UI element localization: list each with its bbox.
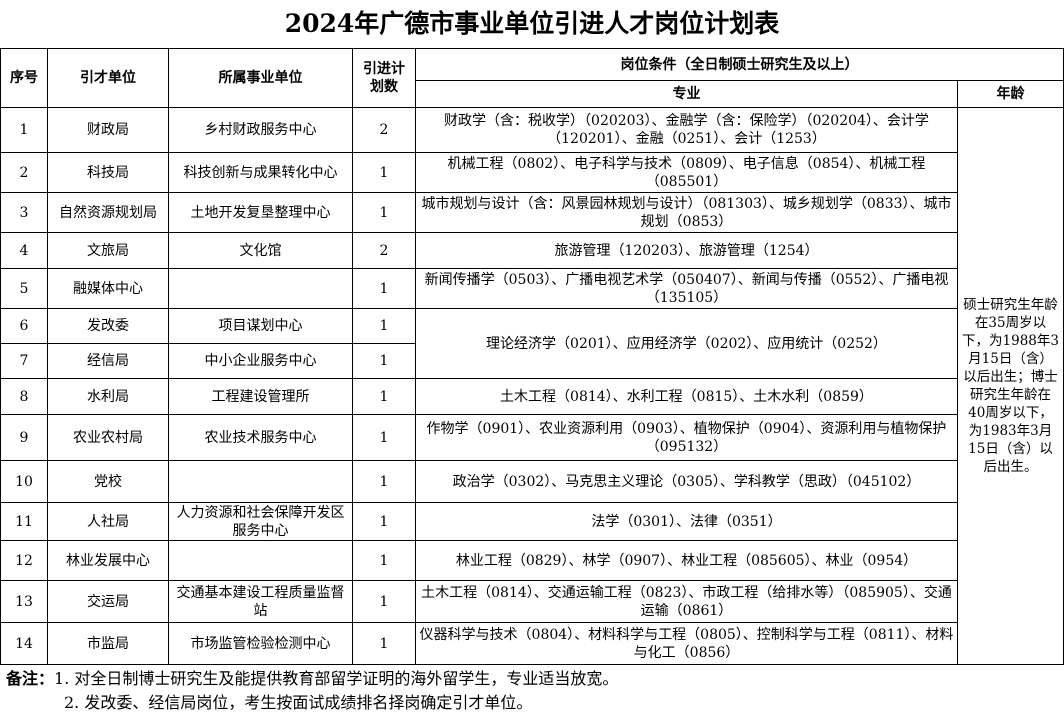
cell-major: 仪器科学与技术（0804）、材料科学与工程（0805）、控制科学与工程（0811… bbox=[415, 622, 958, 665]
cell-seq: 13 bbox=[0, 580, 48, 623]
cell-seq: 8 bbox=[0, 378, 48, 415]
cell-count: 1 bbox=[352, 460, 416, 503]
cell-major: 机械工程（0802）、电子科学与技术（0809）、电子信息（0854）、机械工程… bbox=[415, 152, 958, 193]
cell-major: 土木工程（0814）、交通运输工程（0823）、市政工程（给排水等）（08590… bbox=[415, 580, 958, 623]
note-1: 1. 对全日制博士研究生及能提供教育部留学证明的海外留学生，专业适当放宽。 bbox=[54, 669, 619, 688]
cell-unit: 自然资源规划局 bbox=[47, 192, 169, 233]
cell-major: 旅游管理（120203）、旅游管理（1254） bbox=[415, 232, 958, 269]
cell-seq: 3 bbox=[0, 192, 48, 233]
cell-seq: 12 bbox=[0, 540, 48, 581]
cell-seq: 4 bbox=[0, 232, 48, 269]
cell-unit: 融媒体中心 bbox=[47, 268, 169, 309]
table-row: 5 融媒体中心 1 新闻传播学（0503）、广播电视艺术学（050407）、新闻与传播… bbox=[0, 268, 1064, 309]
cell-major: 理论经济学（0201）、应用经济学（0202）、应用统计（0252） bbox=[415, 308, 958, 379]
cell-unit: 林业发展中心 bbox=[47, 540, 169, 581]
cell-count: 2 bbox=[352, 107, 416, 153]
header-conditions: 岗位条件（全日制硕士研究生及以上） bbox=[415, 48, 1064, 81]
cell-major: 新闻传播学（0503）、广播电视艺术学（050407）、新闻与传播（0552）、… bbox=[415, 268, 958, 309]
cell-major: 林业工程（0829）、林学（0907）、林业工程（085605）、林业（0954… bbox=[415, 540, 958, 581]
cell-seq: 11 bbox=[0, 502, 48, 541]
cell-count: 1 bbox=[352, 414, 416, 461]
page-title: 2024年广德市事业单位引进人才岗位计划表 bbox=[284, 9, 780, 38]
cell-affiliated: 乡村财政服务中心 bbox=[168, 107, 353, 153]
cell-seq: 7 bbox=[0, 343, 48, 379]
cell-unit: 党校 bbox=[47, 460, 169, 503]
cell-affiliated: 人力资源和社会保障开发区服务中心 bbox=[168, 502, 353, 541]
cell-unit: 文旅局 bbox=[47, 232, 169, 269]
table-row: 9 农业农村局 农业技术服务中心 1 作物学（0901）、农业资源利用（0903）、植物… bbox=[0, 414, 1064, 461]
cell-count: 1 bbox=[352, 152, 416, 193]
notes-label: 备注： bbox=[6, 669, 55, 688]
table-row: 10 党校 1 政治学（0302）、马克思主义理论（0305）、学科教学（思政）（04… bbox=[0, 460, 1064, 503]
cell-affiliated: 农业技术服务中心 bbox=[168, 414, 353, 461]
cell-unit: 科技局 bbox=[47, 152, 169, 193]
table-row: 2 科技局 科技创新与成果转化中心 1 机械工程（0802）、电子科学与技术（0809）… bbox=[0, 152, 1064, 193]
header-age: 年龄 bbox=[957, 80, 1064, 108]
cell-affiliated: 土地开发复垦整理中心 bbox=[168, 192, 353, 233]
cell-count: 1 bbox=[352, 192, 416, 233]
table-row: 14 市监局 市场监管检验检测中心 1 仪器科学与技术（0804）、材料科学与工程（08… bbox=[0, 622, 1064, 665]
cell-affiliated bbox=[168, 460, 353, 503]
header-major: 专业 bbox=[415, 80, 958, 108]
cell-affiliated: 文化馆 bbox=[168, 232, 353, 269]
cell-unit: 财政局 bbox=[47, 107, 169, 153]
table-row: 7 经信局 中小企业服务中心 1 bbox=[0, 343, 1064, 379]
cell-count: 1 bbox=[352, 378, 416, 415]
cell-affiliated: 交通基本建设工程质量监督站 bbox=[168, 580, 353, 623]
cell-affiliated: 项目谋划中心 bbox=[168, 308, 353, 344]
note-2: 2. 发改委、经信局岗位，考生按面试成绩排名择岗确定引才单位。 bbox=[64, 693, 533, 712]
cell-seq: 1 bbox=[0, 107, 48, 153]
table-row: 3 自然资源规划局 土地开发复垦整理中心 1 城市规划与设计（含：风景园林规划与设计）（… bbox=[0, 192, 1064, 233]
table-row: 8 水利局 工程建设管理所 1 土木工程（0814）、水利工程（0815）、土木水利（0… bbox=[0, 378, 1064, 415]
cell-major: 作物学（0901）、农业资源利用（0903）、植物保护（0904）、资源利用与植… bbox=[415, 414, 958, 461]
cell-seq: 2 bbox=[0, 152, 48, 193]
cell-seq: 10 bbox=[0, 460, 48, 503]
cell-count: 2 bbox=[352, 232, 416, 269]
cell-major: 城市规划与设计（含：风景园林规划与设计）（081303）、城乡规划学（0833）… bbox=[415, 192, 958, 233]
cell-age-requirement: 硕士研究生年龄在35周岁以下，为1988年3月15日（含）以后出生；博士研究生年… bbox=[957, 107, 1064, 665]
cell-unit: 市监局 bbox=[47, 622, 169, 665]
recruitment-table: 序号 引才单位 所属事业单位 引进计划数 岗位条件（全日制硕士研究生及以上） 专… bbox=[0, 48, 1064, 665]
header-count: 引进计划数 bbox=[352, 48, 416, 108]
cell-count: 1 bbox=[352, 343, 416, 379]
cell-major: 法学（0301）、法律（0351） bbox=[415, 502, 958, 541]
cell-seq: 5 bbox=[0, 268, 48, 309]
table-row: 1 财政局 乡村财政服务中心 2 财政学（含：税收学）（020203）、金融学（含：保险… bbox=[0, 107, 1064, 665]
cell-affiliated bbox=[168, 268, 353, 309]
notes: 备注：1. 对全日制博士研究生及能提供教育部留学证明的海外留学生，专业适当放宽。… bbox=[6, 667, 618, 715]
cell-major: 政治学（0302）、马克思主义理论（0305）、学科教学（思政）（045102） bbox=[415, 460, 958, 503]
cell-major: 土木工程（0814）、水利工程（0815）、土木水利（0859） bbox=[415, 378, 958, 415]
cell-count: 1 bbox=[352, 308, 416, 344]
cell-major: 财政学（含：税收学）（020203）、金融学（含：保险学）（020204）、会计… bbox=[415, 107, 958, 153]
cell-affiliated bbox=[168, 540, 353, 581]
cell-count: 1 bbox=[352, 502, 416, 541]
cell-affiliated: 科技创新与成果转化中心 bbox=[168, 152, 353, 193]
cell-seq: 14 bbox=[0, 622, 48, 665]
cell-unit: 水利局 bbox=[47, 378, 169, 415]
header-affiliated: 所属事业单位 bbox=[168, 48, 353, 108]
cell-affiliated: 市场监管检验检测中心 bbox=[168, 622, 353, 665]
cell-seq: 6 bbox=[0, 308, 48, 344]
table-row: 6 发改委 项目谋划中心 1 理论经济学（0201）、应用经济学（0202）、应用统计（… bbox=[0, 308, 1064, 379]
cell-seq: 9 bbox=[0, 414, 48, 461]
cell-affiliated: 中小企业服务中心 bbox=[168, 343, 353, 379]
header-seq: 序号 bbox=[0, 48, 48, 108]
cell-unit: 发改委 bbox=[47, 308, 169, 344]
cell-affiliated: 工程建设管理所 bbox=[168, 378, 353, 415]
cell-unit: 农业农村局 bbox=[47, 414, 169, 461]
cell-unit: 人社局 bbox=[47, 502, 169, 541]
table-row: 11 人社局 人力资源和社会保障开发区服务中心 1 法学（0301）、法律（0351） bbox=[0, 502, 1064, 541]
cell-count: 1 bbox=[352, 622, 416, 665]
cell-count: 1 bbox=[352, 540, 416, 581]
cell-unit: 经信局 bbox=[47, 343, 169, 379]
cell-unit: 交运局 bbox=[47, 580, 169, 623]
table-row: 13 交运局 交通基本建设工程质量监督站 1 土木工程（0814）、交通运输工程（082… bbox=[0, 580, 1064, 623]
table-row: 4 文旅局 文化馆 2 旅游管理（120203）、旅游管理（1254） bbox=[0, 232, 1064, 269]
cell-count: 1 bbox=[352, 580, 416, 623]
cell-count: 1 bbox=[352, 268, 416, 309]
header-unit: 引才单位 bbox=[47, 48, 169, 108]
table-row: 12 林业发展中心 1 林业工程（0829）、林学（0907）、林业工程（085605… bbox=[0, 540, 1064, 581]
